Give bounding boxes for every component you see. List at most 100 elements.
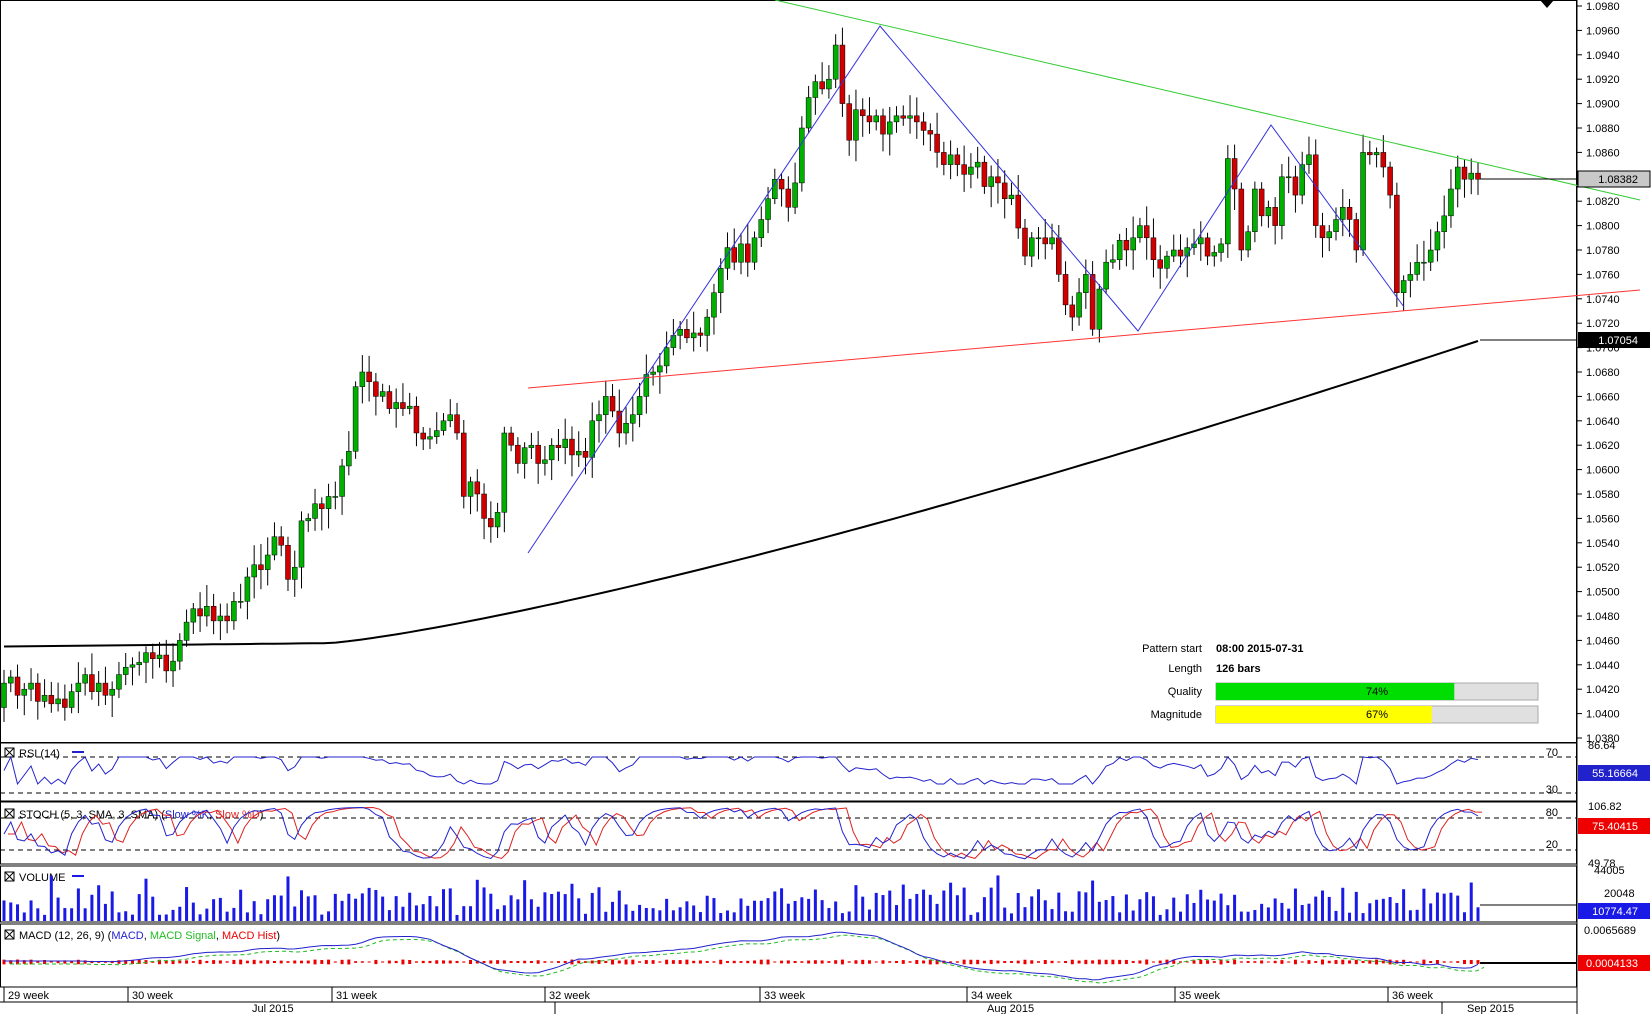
macd-close-icon[interactable] — [4, 929, 15, 940]
macd-top-tick: 0.0065689 — [1584, 925, 1636, 937]
macd-hist-bar — [496, 960, 500, 964]
volume-bar — [9, 902, 13, 921]
volume-bar — [212, 899, 216, 921]
macd-hist-bar — [300, 960, 304, 964]
candle — [1306, 136, 1312, 174]
candle — [278, 526, 284, 557]
macd-hist-bar — [786, 960, 790, 964]
volume-bar — [949, 882, 953, 921]
candle — [1069, 295, 1076, 331]
macd-hist-bar — [1043, 959, 1047, 965]
candle — [947, 140, 954, 180]
volume-bar — [523, 880, 527, 921]
volume-bar — [976, 912, 980, 921]
macd-hist-bar — [908, 961, 912, 963]
volume-bar — [820, 900, 824, 921]
price-tick-label: 1.0640 — [1586, 416, 1620, 428]
candle — [217, 603, 224, 641]
candle — [1177, 234, 1184, 268]
candle — [569, 426, 575, 477]
volume-bar — [1395, 902, 1399, 921]
candle — [1184, 237, 1191, 278]
volume-bar — [1341, 887, 1345, 921]
volume-bar — [441, 889, 445, 921]
volume-bar — [1111, 896, 1115, 921]
volume-bar — [448, 888, 452, 921]
scroll-arrow-icon[interactable] — [1540, 0, 1554, 8]
candle — [887, 106, 893, 156]
candle — [785, 176, 792, 222]
macd-hist-bar — [1192, 960, 1196, 964]
macd-hist-bar — [753, 960, 757, 964]
volume-close-icon[interactable] — [4, 871, 15, 882]
candle — [1299, 151, 1305, 205]
candle — [542, 445, 548, 476]
candle — [697, 327, 704, 347]
volume-bar — [1307, 903, 1311, 921]
macd-hist-bar — [1070, 959, 1074, 965]
candle — [1319, 212, 1326, 258]
volume-bar — [1199, 889, 1203, 921]
macd-hist-bar — [1381, 960, 1385, 964]
candle — [400, 383, 406, 416]
macd-hist-bar — [1118, 959, 1122, 965]
volume-bar — [536, 906, 540, 921]
macd-hist-bar — [1185, 961, 1189, 963]
volume-top-tick: 44005 — [1594, 865, 1625, 877]
macd-value-box — [1578, 955, 1650, 971]
macd-hist-bar — [1361, 960, 1365, 964]
macd-hist-bar — [604, 960, 608, 964]
candle — [1245, 225, 1251, 258]
volume-bar — [854, 885, 858, 921]
stoch-close-icon[interactable] — [4, 808, 15, 819]
volume-bar — [874, 892, 878, 921]
volume-bar — [259, 914, 263, 921]
candle — [684, 319, 690, 344]
candle — [1421, 240, 1427, 281]
macd-hist-bar — [1030, 960, 1034, 964]
candle — [717, 258, 724, 314]
macd-hist-bar — [63, 960, 67, 964]
stoch-level-80: 80 — [1546, 807, 1558, 819]
macd-signal-line — [10, 934, 1485, 984]
macd-hist-bar — [874, 961, 878, 963]
volume-bar — [164, 914, 168, 921]
volume-bar — [1320, 890, 1324, 921]
macd-hist-bar — [827, 961, 831, 963]
macd-hist-bar — [813, 960, 817, 964]
volume-mid-tick: 20048 — [1604, 888, 1635, 900]
rsi-close-icon[interactable] — [4, 747, 15, 758]
candle — [1272, 197, 1278, 245]
week-label: 29 week — [8, 990, 49, 1002]
volume-bar — [1334, 910, 1338, 921]
volume-bar — [1381, 898, 1385, 921]
volume-bar — [1388, 897, 1392, 921]
macd-hist-bar — [239, 959, 243, 965]
candle — [379, 383, 386, 402]
volume-bar — [218, 897, 222, 921]
macd-hist-bar — [252, 959, 256, 965]
macd-hist-bar — [861, 959, 865, 965]
current-price-box — [1577, 170, 1651, 188]
macd-hist-bar — [502, 960, 506, 964]
candle — [197, 592, 203, 632]
candle — [515, 437, 521, 474]
pattern-info: Pattern start 08:00 2015-07-31 Length 12… — [1142, 643, 1539, 724]
macd-hist-bar — [1415, 961, 1419, 963]
macd-hist-bar — [1246, 961, 1250, 963]
macd-hist-bar — [489, 960, 493, 964]
month-label: Jul 2015 — [252, 1003, 294, 1014]
candle — [657, 353, 663, 394]
macd-hist-bar — [313, 959, 317, 965]
macd-hist-bar — [218, 960, 222, 964]
macd-hist-bar — [665, 959, 669, 965]
pattern-start-value: 08:00 2015-07-31 — [1216, 643, 1303, 655]
price-tick-label: 1.0760 — [1586, 269, 1620, 281]
candle — [751, 231, 758, 270]
candle — [616, 389, 623, 448]
candlestick-series — [1, 27, 1481, 722]
macd-hist-bar — [550, 961, 554, 963]
candle — [1089, 261, 1096, 336]
candle — [792, 162, 798, 214]
macd-hist-bar — [117, 960, 121, 964]
